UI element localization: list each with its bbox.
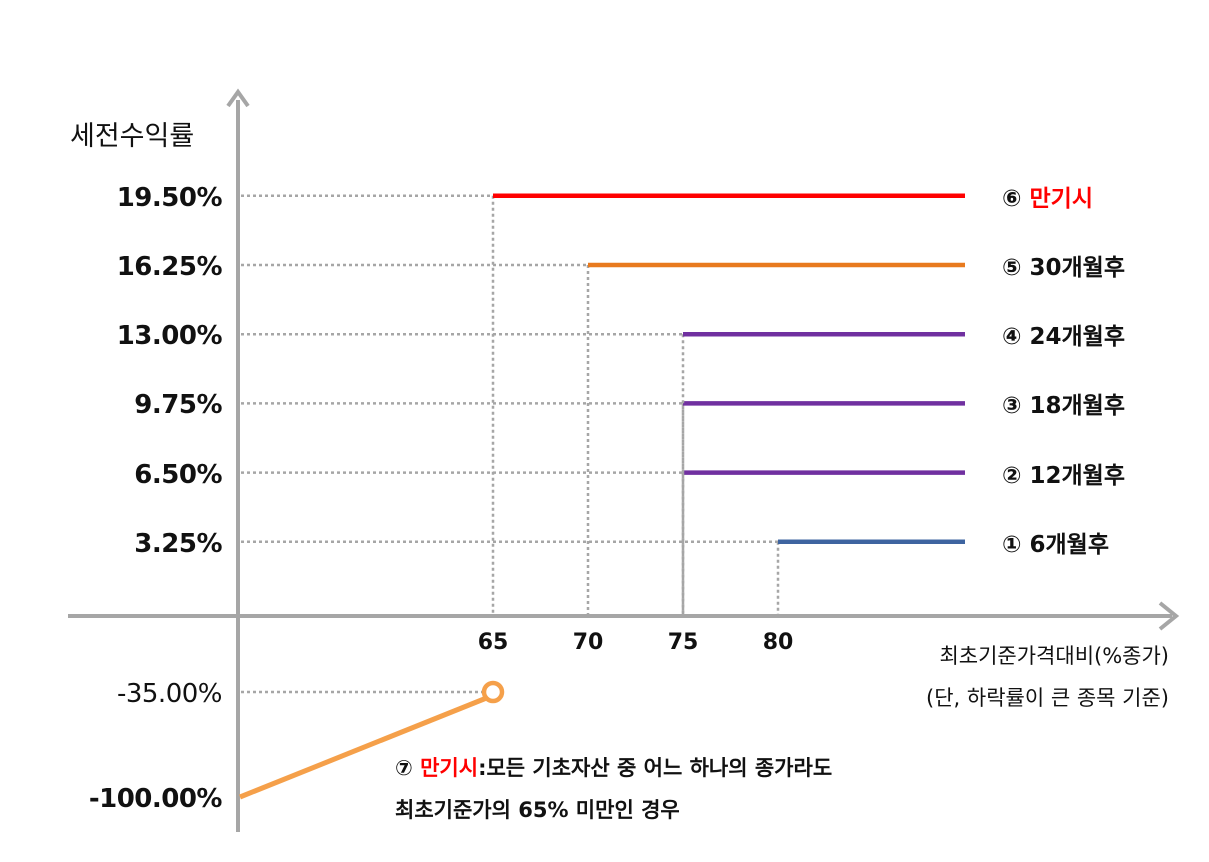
legend-item: ⑥ 만기시 <box>1002 179 1093 213</box>
legend-item: ① 6개월후 <box>1002 525 1109 559</box>
y-tick-label: 3.25% <box>134 528 222 559</box>
x-tick-label: 70 <box>572 630 604 655</box>
x-tick-label: 80 <box>762 630 794 655</box>
y-tick-label: 9.75% <box>134 390 222 421</box>
legend-item: ③ 18개월후 <box>1002 386 1125 420</box>
legend-item: ② 12개월후 <box>1002 456 1125 490</box>
legend-label: 18개월후 <box>1029 393 1126 420</box>
x-tick-label: 65 <box>477 630 509 655</box>
x-tick-label: 75 <box>667 630 699 655</box>
legend-item: ⑤ 30개월후 <box>1002 248 1125 282</box>
legend-marker: ③ <box>1002 393 1022 420</box>
legend-marker: ① <box>1002 531 1022 558</box>
y-axis-title: 세전수익률 <box>70 121 195 152</box>
legend-label: 24개월후 <box>1029 324 1126 351</box>
legend-label: 30개월후 <box>1029 255 1126 281</box>
x-axis-note: (단, 하락률이 큰 종목 기준) <box>926 686 1169 710</box>
annotation: ⑦ 만기시:모든 기초자산 중 어느 하나의 종가라도 <box>395 752 832 782</box>
y-tick-label: 6.50% <box>134 459 222 490</box>
annotation-highlight: 만기시 <box>420 756 479 780</box>
legend-marker: ② <box>1002 462 1022 489</box>
y-tick-label: 19.50% <box>116 182 223 213</box>
open-circle-marker <box>481 680 505 704</box>
x-axis-title: 최초기준가격대비(%종가) <box>939 644 1169 668</box>
legend-item: ④ 24개월후 <box>1002 317 1125 351</box>
legend-marker: ⑤ <box>1002 255 1022 281</box>
y-tick-label: -35.00% <box>116 679 223 709</box>
legend-marker: ⑥ <box>1002 185 1022 212</box>
legend-label: 6개월후 <box>1029 531 1109 558</box>
y-tick-label: -100.00% <box>88 784 223 814</box>
annotation-line1: :모든 기초자산 중 어느 하나의 종가라도 <box>478 756 833 780</box>
loss-line <box>239 694 490 800</box>
annotation-marker: ⑦ <box>395 756 413 780</box>
legend-label: 만기시 <box>1029 185 1093 212</box>
x-axis-arrow-icon <box>1158 601 1180 631</box>
y-tick-label: 13.00% <box>116 321 223 352</box>
legend-label: 12개월후 <box>1029 462 1126 489</box>
y-tick-label: 16.25% <box>116 252 223 282</box>
annotation-line2: 최초기준가의 65% 미만인 경우 <box>395 798 680 822</box>
y-axis-arrow-icon <box>226 88 250 108</box>
legend-marker: ④ <box>1002 324 1022 351</box>
